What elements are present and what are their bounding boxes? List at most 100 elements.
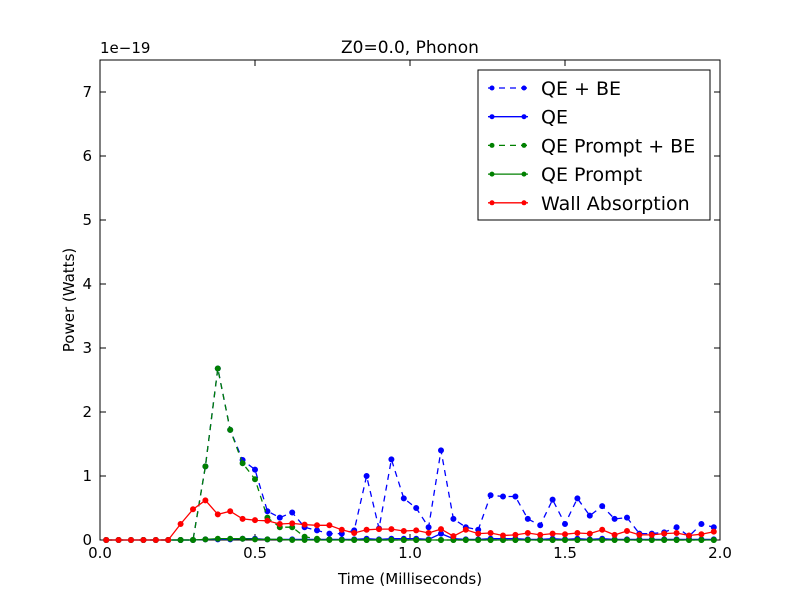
y-tick-label: 5 <box>82 211 92 229</box>
data-point-wall-absorption <box>177 521 184 527</box>
data-point-qe-be <box>673 524 680 531</box>
x-tick-label: 0.0 <box>88 544 112 562</box>
data-point-qe-be <box>487 492 494 499</box>
data-point-qe-prompt <box>239 535 246 542</box>
data-point-qe-prompt <box>438 537 444 543</box>
data-point-qe-prompt-be <box>202 463 209 470</box>
legend-marker-qe-prompt <box>489 171 495 177</box>
data-point-qe-prompt <box>698 537 705 543</box>
data-point-qe-be <box>549 496 556 503</box>
data-point-qe-be <box>586 512 593 519</box>
data-point-qe-prompt <box>301 537 308 543</box>
data-point-qe-prompt <box>413 537 420 543</box>
y-tick-label: 6 <box>82 147 92 165</box>
data-point-qe-be <box>388 456 395 463</box>
data-point-qe-prompt-be <box>214 365 221 372</box>
data-point-wall-absorption <box>562 531 568 538</box>
data-point-qe-be <box>276 514 283 521</box>
y-tick-label: 2 <box>82 403 92 421</box>
data-point-wall-absorption <box>648 531 655 538</box>
data-point-wall-absorption <box>500 532 506 539</box>
y-tick-label: 1 <box>82 467 92 485</box>
data-point-wall-absorption <box>574 529 581 536</box>
data-point-wall-absorption <box>710 528 717 535</box>
data-point-qe-be <box>524 515 531 522</box>
data-point-qe-prompt <box>214 535 221 542</box>
data-point-wall-absorption <box>661 530 668 537</box>
data-point-qe-prompt <box>400 537 407 543</box>
data-point-qe-be <box>611 515 618 522</box>
data-point-qe-be <box>326 530 333 537</box>
y-exponent-label: 1e−19 <box>100 39 150 57</box>
data-point-wall-absorption <box>351 529 358 536</box>
data-point-qe-prompt <box>388 537 395 543</box>
data-point-qe-prompt <box>190 537 196 543</box>
data-point-qe-be <box>562 521 568 527</box>
data-point-wall-absorption <box>140 537 147 543</box>
data-point-qe-be <box>574 495 581 502</box>
y-tick-label: 3 <box>82 339 92 357</box>
data-point-qe-be <box>425 524 432 531</box>
data-point-qe-prompt <box>289 537 296 543</box>
data-point-qe-prompt <box>227 535 234 542</box>
x-tick-label: 1.5 <box>553 544 577 562</box>
data-point-wall-absorption <box>252 517 258 524</box>
data-point-wall-absorption <box>438 526 444 533</box>
data-point-qe-be <box>624 514 630 521</box>
data-point-wall-absorption <box>475 530 482 537</box>
data-point-wall-absorption <box>698 531 705 538</box>
data-point-qe-prompt <box>524 537 531 543</box>
data-point-qe-be <box>512 493 519 500</box>
data-point-wall-absorption <box>487 529 494 536</box>
data-point-wall-absorption <box>103 537 110 543</box>
data-point-qe-prompt <box>202 536 209 543</box>
data-point-qe-prompt <box>648 537 655 543</box>
legend-marker-wall-absorption <box>489 200 495 206</box>
data-point-wall-absorption <box>537 531 544 538</box>
data-point-qe-be <box>400 495 407 502</box>
data-point-qe-prompt <box>624 537 630 543</box>
legend-marker-qe <box>489 114 495 120</box>
data-point-qe-be <box>698 521 705 527</box>
legend: QE + BE QE QE Prompt + BE QE Prompt Wall Abs… <box>477 69 711 221</box>
data-point-qe-prompt <box>673 537 680 543</box>
data-point-wall-absorption <box>512 531 519 538</box>
data-point-wall-absorption <box>624 528 630 535</box>
data-point-wall-absorption <box>611 531 618 538</box>
data-point-qe-prompt <box>475 537 482 543</box>
data-point-qe-be <box>314 527 320 534</box>
data-point-qe-prompt <box>314 537 320 543</box>
data-point-wall-absorption <box>227 508 234 515</box>
data-point-wall-absorption <box>326 522 333 529</box>
y-tick-label: 0 <box>82 531 92 549</box>
data-point-qe-prompt <box>264 536 271 543</box>
data-point-qe-prompt <box>326 537 333 543</box>
data-point-wall-absorption <box>413 527 420 534</box>
data-point-qe-prompt <box>661 537 668 543</box>
data-point-wall-absorption <box>524 529 531 536</box>
legend-label-qe-prompt: QE Prompt <box>541 164 642 186</box>
data-point-wall-absorption <box>586 530 593 537</box>
legend-label-qe-be: QE + BE <box>541 78 621 100</box>
data-point-qe-prompt <box>512 537 519 543</box>
legend-label-qe-prompt-be: QE Prompt + BE <box>541 135 695 157</box>
y-tick-label: 4 <box>82 275 92 293</box>
data-point-qe-prompt <box>425 537 432 543</box>
y-axis-label: Power (Watts) <box>60 248 78 352</box>
data-point-qe-prompt-be <box>252 476 258 483</box>
data-point-qe-prompt <box>462 537 469 543</box>
data-point-qe-prompt <box>537 537 544 543</box>
data-point-wall-absorption <box>599 526 606 533</box>
data-point-qe-prompt <box>549 537 556 543</box>
x-axis-label: Time (Milliseconds) <box>337 570 482 588</box>
data-point-wall-absorption <box>673 529 680 536</box>
data-point-qe-prompt <box>252 536 258 543</box>
data-point-wall-absorption <box>128 537 134 543</box>
data-point-wall-absorption <box>636 531 643 538</box>
data-point-wall-absorption <box>388 526 395 533</box>
data-point-wall-absorption <box>214 511 221 518</box>
legend-marker-qe-prompt-be <box>489 142 495 148</box>
data-point-qe-be <box>537 522 544 529</box>
data-point-qe-be <box>413 505 420 511</box>
